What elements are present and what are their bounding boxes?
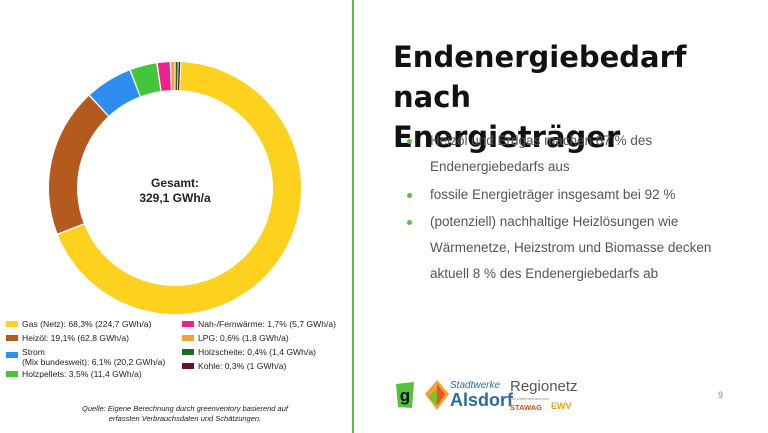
center-label-line2: 329,1 GWh/a xyxy=(139,191,211,205)
source-line1: Quelle: Eigene Berechnung durch greenven… xyxy=(82,404,288,413)
bullet-text: Heizöl und Erdgas machen 87 % des Endene… xyxy=(430,128,760,180)
stawag-logo: STAWAG xyxy=(510,403,542,412)
legend-label: Nah-/Fernwärme: 1,7% (5,7 GWh/a) xyxy=(198,319,337,329)
legend-label: Strom xyxy=(22,347,45,357)
legend-label: Holzscheite: 0,4% (1,4 GWh/a) xyxy=(198,347,316,357)
page-number: 9 xyxy=(718,390,724,400)
legend-label: Heizöl: 19,1% (62,8 GWh/a) xyxy=(22,333,129,343)
bullet-dot-icon xyxy=(407,139,412,144)
slide-divider xyxy=(352,0,354,433)
source-line2: erfassten Verbrauchsdaten und Schätzunge… xyxy=(108,414,262,423)
bullet-text: (potenziell) nachhaltige Heizlösungen wi… xyxy=(430,209,760,287)
bullet-line: aktuell 8 % des Endenergiebedarfs ab xyxy=(430,266,659,281)
bullet-line: Wärmenetze, Heizstrom und Biomasse decke… xyxy=(430,240,712,255)
donut-slice-holzpellets xyxy=(130,63,161,97)
bullet-line: (potenziell) nachhaltige Heizlösungen wi… xyxy=(430,214,679,229)
bullet-line: fossile Energieträger insgesamt bei 92 % xyxy=(430,187,676,202)
legend-label: LPG: 0,6% (1,8 GWh/a) xyxy=(198,333,289,343)
bullet-dot-icon xyxy=(407,193,412,198)
legend-swatch xyxy=(182,335,194,341)
stadtwerke-logo-icon xyxy=(425,380,449,410)
regionetz-subtitle: Ein Unternehmen von xyxy=(510,396,549,401)
legend-swatch xyxy=(6,321,18,327)
bullet-text: fossile Energieträger insgesamt bei 92 % xyxy=(430,182,760,208)
bullet-line: Heizöl und Erdgas machen 87 % des xyxy=(430,133,653,148)
bullet-dot-icon xyxy=(407,220,412,225)
donut-slice-heiz-l xyxy=(48,96,109,234)
bullet-line: Endenergiebedarfs aus xyxy=(430,159,570,174)
legend-swatch xyxy=(182,363,194,369)
legend-label: Holzpellets: 3,5% (11,4 GWh/a) xyxy=(22,369,142,379)
donut-slice-nah-fernw-rme xyxy=(157,62,171,91)
donut-slice-kohle xyxy=(177,62,181,91)
partner-logos: g Stadtwerke Alsdorf Regionetz Ein Unter… xyxy=(394,376,594,416)
greenventory-logo: g xyxy=(396,382,414,408)
legend-swatch xyxy=(6,371,18,377)
legend-label: Kohle: 0,3% (1 GWh/a) xyxy=(198,361,287,371)
legend-label: Gas (Netz): 68,3% (224,7 GWh/a) xyxy=(22,319,152,329)
legend-swatch xyxy=(182,321,194,327)
donut-slice-strom-mix-bundesweit xyxy=(89,70,140,116)
legend-swatch xyxy=(6,335,18,341)
stadtwerke-text: Stadtwerke xyxy=(450,380,501,391)
legend-label-line2: (Mix bundesweit): 6,1% (20,2 GWh/a) xyxy=(22,357,166,367)
ewv-logo: EWV xyxy=(551,401,572,411)
center-label-line1: Gesamt: xyxy=(150,176,200,190)
source-note: Quelle: Eigene Berechnung durch greenven… xyxy=(60,404,310,424)
donut-slice-lpg xyxy=(171,62,175,91)
donut-center-label: Gesamt: 329,1 GWh/a xyxy=(120,176,230,206)
title-line2: Energieträger xyxy=(393,120,621,154)
alsdorf-text: Alsdorf xyxy=(450,390,513,410)
legend-swatch xyxy=(182,349,194,355)
legend-swatch xyxy=(6,352,18,358)
title-line1: Endenergiebedarf nach xyxy=(393,40,687,114)
donut-chart xyxy=(48,62,301,314)
slide-title: Endenergiebedarf nach Energieträger xyxy=(393,37,763,157)
donut-slice-holzscheite xyxy=(175,62,178,91)
regionetz-logo: Regionetz xyxy=(510,378,578,395)
g-logo-letter: g xyxy=(400,386,410,405)
